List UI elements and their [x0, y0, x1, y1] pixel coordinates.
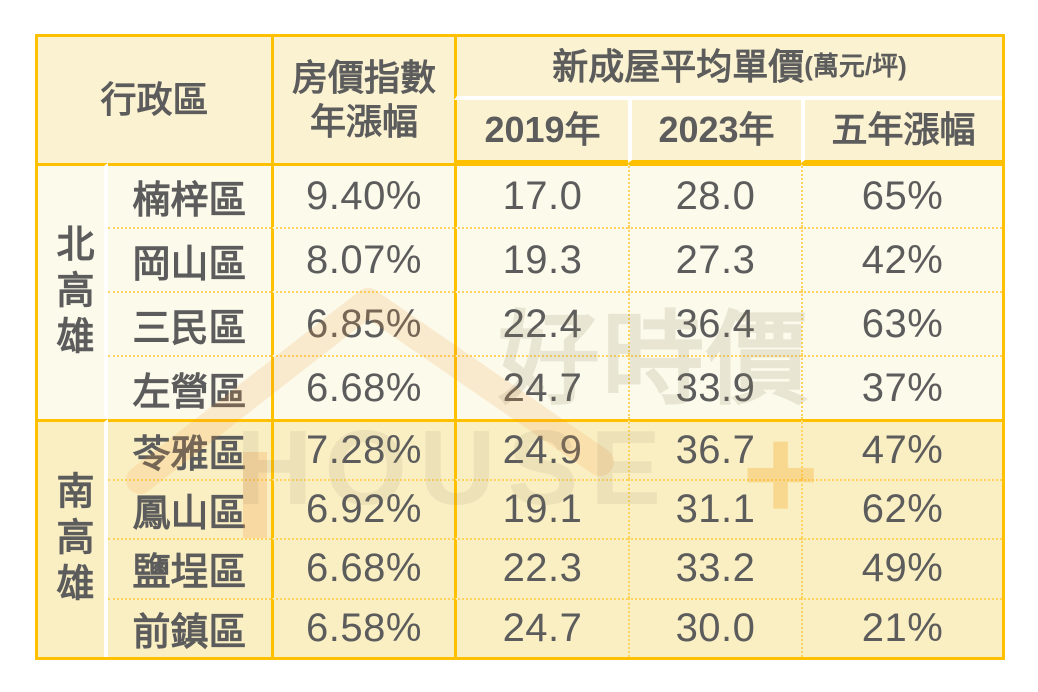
- cell-south-3-avg-2023: 30.0: [628, 597, 801, 657]
- column-header-price-group-label: 新成屋平均單價: [552, 45, 805, 87]
- cell-south-1-avg-2023: 31.1: [628, 478, 801, 538]
- cell-south-3-district: 前鎮區: [108, 597, 271, 657]
- cell-north-0-avg-2019: 17.0: [454, 163, 628, 227]
- cell-north-3-index-yoy: 6.68%: [271, 355, 454, 419]
- cell-north-2-avg-2023: 36.4: [628, 291, 801, 355]
- cell-south-1-avg-2019: 19.1: [454, 478, 628, 538]
- cell-south-0-district: 苓雅區: [108, 419, 271, 479]
- cell-south-1-index-yoy: 6.92%: [271, 478, 454, 538]
- cell-north-2-change-5y: 63%: [801, 291, 1002, 355]
- cell-south-2-index-yoy: 6.68%: [271, 538, 454, 598]
- cell-south-1-change-5y: 62%: [801, 478, 1002, 538]
- cell-north-2-index-yoy: 6.85%: [271, 291, 454, 355]
- cell-north-2-district: 三民區: [108, 291, 271, 355]
- cell-south-1-district: 鳳山區: [108, 478, 271, 538]
- column-header-2023-label: 2023年: [658, 109, 775, 151]
- column-header-index-yoy: 房價指數 年漲幅: [271, 37, 454, 163]
- cell-north-1-change-5y: 42%: [801, 227, 1002, 291]
- column-header-price-group: 新成屋平均單價 (萬元/坪): [454, 37, 1002, 100]
- group-label-south-kaohsiung: 南高雄: [38, 419, 108, 657]
- cell-north-1-avg-2023: 27.3: [628, 227, 801, 291]
- cell-south-0-avg-2019: 24.9: [454, 419, 628, 479]
- cell-south-2-change-5y: 49%: [801, 538, 1002, 598]
- group-label-north-kaohsiung: 北高雄: [38, 163, 108, 419]
- cell-north-3-change-5y: 37%: [801, 355, 1002, 419]
- column-header-2019: 2019年: [454, 100, 628, 163]
- cell-north-3-avg-2023: 33.9: [628, 355, 801, 419]
- column-header-district-label: 行政區: [100, 79, 209, 121]
- cell-south-3-avg-2019: 24.7: [454, 597, 628, 657]
- cell-south-2-district: 鹽埕區: [108, 538, 271, 598]
- cell-north-1-index-yoy: 8.07%: [271, 227, 454, 291]
- column-header-2023: 2023年: [628, 100, 801, 163]
- cell-north-1-avg-2019: 19.3: [454, 227, 628, 291]
- group-label-north-text: 北高雄: [50, 223, 92, 362]
- column-header-5yr: 五年漲幅: [801, 100, 1002, 163]
- column-header-index-yoy-line2: 年漲幅: [309, 101, 418, 142]
- group-label-south-text: 南高雄: [50, 470, 92, 609]
- cell-south-2-avg-2023: 33.2: [628, 538, 801, 598]
- cell-north-0-avg-2023: 28.0: [628, 163, 801, 227]
- cell-south-2-avg-2019: 22.3: [454, 538, 628, 598]
- cell-north-3-district: 左營區: [108, 355, 271, 419]
- cell-south-0-change-5y: 47%: [801, 419, 1002, 479]
- cell-north-2-avg-2019: 22.4: [454, 291, 628, 355]
- cell-south-0-avg-2023: 36.7: [628, 419, 801, 479]
- cell-north-0-index-yoy: 9.40%: [271, 163, 454, 227]
- column-header-price-unit: (萬元/坪): [804, 50, 907, 81]
- column-header-index-yoy-label: 房價指數 年漲幅: [292, 56, 436, 144]
- column-header-index-yoy-line1: 房價指數: [291, 57, 436, 99]
- cell-north-1-district: 岡山區: [108, 227, 271, 291]
- column-header-2019-label: 2019年: [484, 109, 601, 151]
- cell-north-3-avg-2019: 24.7: [454, 355, 628, 419]
- cell-south-0-index-yoy: 7.28%: [271, 419, 454, 479]
- cell-south-3-index-yoy: 6.58%: [271, 597, 454, 657]
- column-header-5yr-label: 五年漲幅: [831, 109, 976, 151]
- cell-north-0-district: 楠梓區: [108, 163, 271, 227]
- cell-south-3-change-5y: 21%: [801, 597, 1002, 657]
- column-header-district: 行政區: [38, 37, 271, 163]
- housing-price-table: 行政區 房價指數 年漲幅 新成屋平均單價 (萬元/坪) 2019年 2023年 五…: [35, 34, 1005, 660]
- cell-north-0-change-5y: 65%: [801, 163, 1002, 227]
